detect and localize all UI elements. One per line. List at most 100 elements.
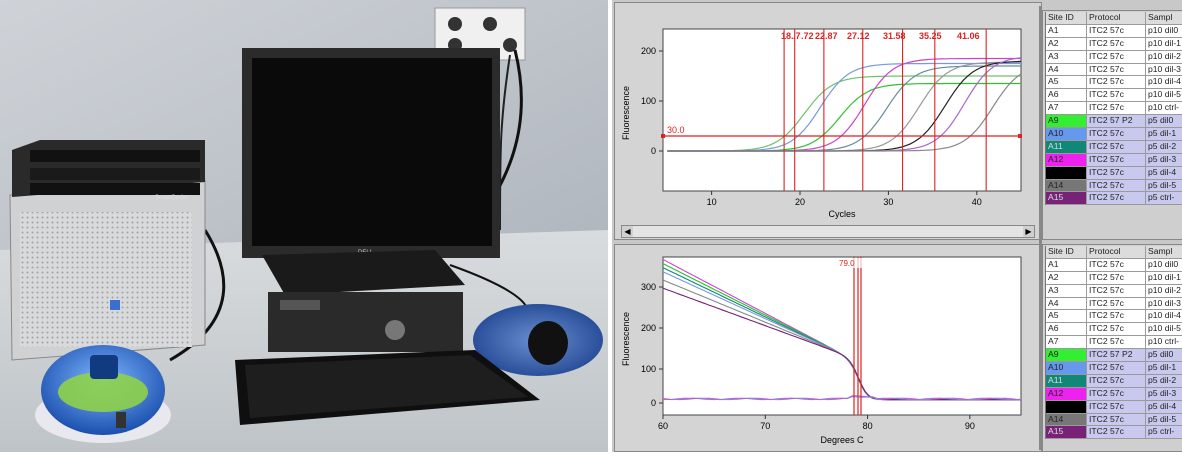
table-row[interactable]: A3 ITC2 57c p10 dil-2 <box>1046 50 1182 64</box>
amp-xlabel: Cycles <box>828 209 856 219</box>
melt-xlabel: Degrees C <box>820 435 864 445</box>
pcr-software-window: Fluorescence Cycles 200 100 0 10 20 30 40 30.… <box>612 0 1182 452</box>
melt-ytick-label: 100 <box>641 364 656 374</box>
ct-label: 41.06 <box>957 31 980 41</box>
amp-ytick-label: 100 <box>641 96 656 106</box>
amp-horizontal-scrollbar[interactable]: ◀ ▶ <box>621 225 1035 238</box>
melt-xtick-label: 60 <box>658 421 668 431</box>
protocol-cell: ITC2 57c <box>1087 128 1146 140</box>
protocol-cell: ITC2 57c <box>1087 400 1146 413</box>
site-id-cell: A14 <box>1046 179 1087 192</box>
site-id-cell <box>1046 400 1087 413</box>
amplification-curve <box>667 73 1022 152</box>
sample-cell: p10 ctrl- <box>1146 336 1182 349</box>
sample-cell: p5 ctrl- <box>1146 426 1182 439</box>
site-id-cell: A15 <box>1046 426 1087 439</box>
table-row[interactable]: A2 ITC2 57c p10 dil-1 <box>1046 37 1182 51</box>
table-row[interactable]: A12 ITC2 57c p5 dil-3 <box>1046 153 1182 167</box>
column-header[interactable]: Sampl <box>1146 246 1182 258</box>
protocol-cell: ITC2 57c <box>1087 179 1146 192</box>
table-header-row: Site ID Protocol Sampl <box>1046 12 1182 25</box>
sample-cell: p5 dil-4 <box>1146 400 1182 413</box>
protocol-cell: ITC2 57c <box>1087 310 1146 323</box>
protocol-cell: ITC2 57c <box>1087 166 1146 179</box>
column-header[interactable]: Site ID <box>1046 246 1087 258</box>
melt-xtick-label: 70 <box>760 421 770 431</box>
table-row[interactable]: A4 ITC2 57c p10 dil-3 <box>1046 63 1182 77</box>
table-row[interactable]: A6 ITC2 57c p10 dil-5 <box>1046 89 1182 103</box>
sample-cell: p5 ctrl- <box>1146 192 1182 205</box>
site-id-cell: A11 <box>1046 140 1087 153</box>
site-id-cell: A3 <box>1046 50 1087 63</box>
table-row[interactable]: A11 ITC2 57c p5 dil-2 <box>1046 140 1182 154</box>
scroll-right-icon[interactable]: ▶ <box>1023 226 1034 237</box>
sample-cell: p10 ctrl- <box>1146 102 1182 115</box>
table-row[interactable]: A9 ITC2 57 P2 p5 dil0 <box>1046 349 1182 363</box>
table-row[interactable]: A4 ITC2 57c p10 dil-3 <box>1046 297 1182 311</box>
amplification-chart: Fluorescence Cycles 200 100 0 10 20 30 40 30.… <box>621 28 1022 219</box>
table-row[interactable]: A14 ITC2 57c p5 dil-5 <box>1046 179 1182 193</box>
protocol-cell: ITC2 57c <box>1087 37 1146 50</box>
amp-ytick-label: 200 <box>641 46 656 56</box>
table-row[interactable]: A7 ITC2 57c p10 ctrl- <box>1046 336 1182 350</box>
table-row[interactable]: A7 ITC2 57c p10 ctrl- <box>1046 102 1182 116</box>
sample-cell: p5 dil-2 <box>1146 140 1182 153</box>
melt-peak-label: 79.0 <box>839 259 855 268</box>
table-row[interactable]: A15 ITC2 57c p5 ctrl- <box>1046 426 1182 440</box>
sample-cell: p5 dil0 <box>1146 115 1182 128</box>
melt-ytick-label: 0 <box>651 398 656 408</box>
protocol-cell: ITC2 57c <box>1087 140 1146 153</box>
sample-cell: p10 dil-5 <box>1146 323 1182 336</box>
ct-label: 27.12 <box>847 31 870 41</box>
mouse <box>528 321 568 365</box>
threshold-handle-right[interactable] <box>1018 134 1022 138</box>
sample-cell: p10 dil-4 <box>1146 310 1182 323</box>
table-row[interactable]: A3 ITC2 57c p10 dil-2 <box>1046 284 1182 298</box>
sample-cell: p10 dil-2 <box>1146 284 1182 297</box>
threshold-handle-left[interactable] <box>661 134 665 138</box>
site-id-cell: A4 <box>1046 297 1087 310</box>
amp-xtick-label: 40 <box>972 197 982 207</box>
column-header[interactable]: Site ID <box>1046 12 1087 24</box>
site-id-cell: A1 <box>1046 24 1087 37</box>
lab-photo-illustration: SmartCycler DELL <box>0 0 608 452</box>
table-row[interactable]: A5 ITC2 57c p10 dil-4 <box>1046 310 1182 324</box>
table-row[interactable]: A11 ITC2 57c p5 dil-2 <box>1046 374 1182 388</box>
table-row[interactable]: A10 ITC2 57c p5 dil-1 <box>1046 128 1182 141</box>
sample-cell: p10 dil0 <box>1146 24 1182 37</box>
table-row[interactable]: A9 ITC2 57 P2 p5 dil0 <box>1046 115 1182 129</box>
amp-ylabel: Fluorescence <box>621 86 631 140</box>
table-row[interactable]: ITC2 57c p5 dil-4 <box>1046 400 1182 414</box>
panel-splitter[interactable] <box>1039 6 1042 450</box>
protocol-cell: ITC2 57c <box>1087 426 1146 439</box>
table-row[interactable]: A5 ITC2 57c p10 dil-4 <box>1046 76 1182 90</box>
site-id-cell: A4 <box>1046 63 1087 76</box>
table-row[interactable]: A14 ITC2 57c p5 dil-5 <box>1046 413 1182 427</box>
column-header[interactable]: Protocol <box>1087 12 1146 24</box>
table-row[interactable]: A6 ITC2 57c p10 dil-5 <box>1046 323 1182 337</box>
table-row[interactable]: ITC2 57c p5 dil-4 <box>1046 166 1182 180</box>
amp-xtick-label: 30 <box>883 197 893 207</box>
table-row[interactable]: A10 ITC2 57c p5 dil-1 <box>1046 362 1182 375</box>
site-id-cell: A12 <box>1046 153 1087 166</box>
site-id-cell: A6 <box>1046 89 1087 102</box>
table-row[interactable]: A1 ITC2 57c p10 dil0 <box>1046 24 1182 38</box>
melt-baseline-curve <box>662 396 1022 401</box>
site-id-cell: A2 <box>1046 271 1087 284</box>
table-row[interactable]: A15 ITC2 57c p5 ctrl- <box>1046 192 1182 206</box>
protocol-cell: ITC2 57c <box>1087 76 1146 89</box>
column-header[interactable]: Sampl <box>1146 12 1182 24</box>
site-id-cell: A15 <box>1046 192 1087 205</box>
scroll-left-icon[interactable]: ◀ <box>622 226 633 237</box>
table-row[interactable]: A2 ITC2 57c p10 dil-1 <box>1046 271 1182 285</box>
sample-cell: p10 dil-1 <box>1146 37 1182 50</box>
site-id-cell: A11 <box>1046 374 1087 387</box>
amp-xtick-label: 10 <box>707 197 717 207</box>
column-header[interactable]: Protocol <box>1087 246 1146 258</box>
table-row[interactable]: A1 ITC2 57c p10 dil0 <box>1046 258 1182 272</box>
desktop-tower <box>262 250 465 352</box>
table-row[interactable]: A12 ITC2 57c p5 dil-3 <box>1046 387 1182 401</box>
amp-xtick-label: 20 <box>795 197 805 207</box>
site-id-cell: A9 <box>1046 115 1087 128</box>
protocol-cell: ITC2 57c <box>1087 387 1146 400</box>
